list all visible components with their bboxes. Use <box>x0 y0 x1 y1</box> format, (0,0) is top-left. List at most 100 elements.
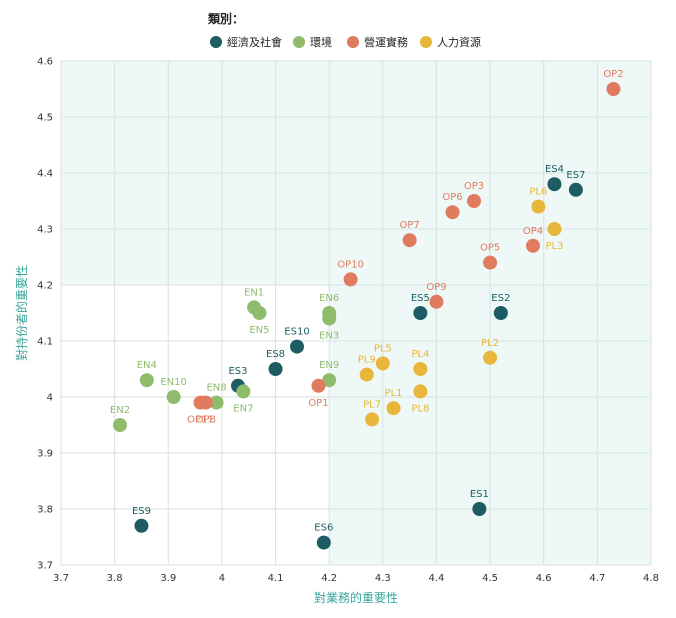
y-axis-title: 對持份者的重要性 <box>14 265 29 361</box>
point-label: OP1 <box>308 398 328 409</box>
x-tick-label: 4.5 <box>482 573 498 584</box>
legend-marker <box>293 36 305 48</box>
x-tick-label: 4.8 <box>643 573 659 584</box>
y-tick-label: 4.5 <box>37 113 53 124</box>
y-tick-label: 3.8 <box>37 505 53 516</box>
point-label: PL1 <box>385 388 403 399</box>
point-label: ES2 <box>491 293 510 304</box>
data-point-op4 <box>526 238 540 253</box>
point-label: EN6 <box>319 293 339 304</box>
point-label: ES9 <box>132 506 151 517</box>
data-point-es7 <box>568 182 583 197</box>
point-label: PL2 <box>481 338 499 349</box>
data-point-en4 <box>139 373 154 388</box>
data-point-pl4 <box>413 362 428 376</box>
axes: 3.7 3.8 3.9 4 4.1 4.2 4.3 4.4 4.5 4.6 4.7 4.8 3.7 3.8… <box>14 57 659 606</box>
point-label: EN10 <box>160 377 187 388</box>
point-label: EN2 <box>110 405 130 416</box>
data-point-pl1 <box>386 401 401 416</box>
highlight-regions <box>61 61 651 565</box>
data-point-op9 <box>429 294 444 309</box>
data-point-op6 <box>445 205 460 220</box>
legend-marker <box>347 36 359 48</box>
point-label: OP2 <box>603 69 623 80</box>
y-tick-label: 4.6 <box>37 57 53 68</box>
y-tick-label: 4.3 <box>37 225 53 236</box>
data-point-es2 <box>493 306 508 320</box>
x-tick-label: 4.1 <box>268 573 284 584</box>
gridlines <box>60 60 652 566</box>
x-tick-label: 4.7 <box>589 573 605 584</box>
legend-marker <box>420 36 432 48</box>
y-tick-label: 4.1 <box>37 337 53 348</box>
data-point-op11 <box>193 395 208 410</box>
data-point-en6 <box>322 306 337 320</box>
x-tick-label: 4.4 <box>429 573 445 584</box>
data-point-en9 <box>322 373 337 388</box>
point-label: OP11 <box>187 415 214 426</box>
data-point-op5 <box>483 255 498 270</box>
point-label: OP10 <box>337 259 364 270</box>
point-label: OP7 <box>400 220 420 231</box>
data-point-es10 <box>290 339 304 354</box>
point-label: PL6 <box>529 187 547 198</box>
legend-label: 經濟及社會 <box>227 35 282 49</box>
point-label: PL8 <box>411 403 429 414</box>
point-label: ES4 <box>545 164 564 175</box>
data-points: ES1 ES2 ES3 ES4 ES5 ES6 ES7 ES8 ES9 ES10 EN1 EN2 EN3… <box>110 69 624 550</box>
data-point-pl6 <box>531 199 546 214</box>
data-point-es1 <box>472 502 487 516</box>
point-label: PL5 <box>374 343 392 354</box>
legend: 類別： 經濟及社會 環境 營運實務 人力資源 <box>207 11 481 49</box>
point-label: EN9 <box>319 360 339 371</box>
legend-marker <box>210 36 222 48</box>
point-label: OP4 <box>523 226 543 237</box>
x-tick-label: 3.7 <box>53 573 69 584</box>
point-label: PL7 <box>363 399 381 410</box>
data-point-op1 <box>311 378 326 393</box>
y-tick-label: 3.9 <box>37 449 53 460</box>
legend-label: 環境 <box>310 35 332 49</box>
point-label: OP5 <box>480 243 500 254</box>
data-point-pl8 <box>413 384 428 399</box>
data-point-es6 <box>316 535 331 550</box>
legend-title: 類別： <box>207 11 244 26</box>
point-label: ES10 <box>284 327 309 338</box>
y-tick-label: 4.2 <box>37 281 53 292</box>
x-axis-title: 對業務的重要性 <box>314 590 398 605</box>
data-point-es9 <box>134 518 149 533</box>
point-label: ES1 <box>470 489 489 500</box>
data-point-pl2 <box>483 350 498 365</box>
x-tick-label: 4.2 <box>321 573 337 584</box>
data-point-en10 <box>166 390 181 404</box>
point-label: OP6 <box>442 192 462 203</box>
y-tick-label: 4.4 <box>37 169 53 180</box>
point-label: PL9 <box>358 355 376 366</box>
legend-label: 營運實務 <box>364 35 408 49</box>
x-tick-label: 3.9 <box>160 573 176 584</box>
data-point-pl3 <box>547 222 562 236</box>
data-point-op10 <box>343 272 358 287</box>
point-label: EN7 <box>233 403 253 414</box>
point-label: EN1 <box>244 287 264 298</box>
point-label: OP3 <box>464 181 484 192</box>
point-label: ES8 <box>266 349 285 360</box>
data-point-es4 <box>547 177 562 192</box>
point-label: OP9 <box>426 282 446 293</box>
y-tick-label: 3.7 <box>37 561 53 572</box>
point-label: EN8 <box>206 383 226 394</box>
data-point-en5 <box>252 306 267 320</box>
y-tick-label: 4 <box>47 393 53 404</box>
data-point-op2 <box>606 82 621 96</box>
point-label: OP8 <box>196 415 216 426</box>
data-point-es8 <box>268 362 283 376</box>
point-label: PL3 <box>545 241 563 252</box>
x-tick-label: 4.3 <box>375 573 391 584</box>
data-point-es5 <box>413 306 428 320</box>
data-point-op7 <box>402 233 417 248</box>
data-point-en8 <box>209 395 224 410</box>
data-point-pl7 <box>365 412 380 427</box>
data-point-en7 <box>236 384 251 399</box>
point-label: ES5 <box>411 293 430 304</box>
